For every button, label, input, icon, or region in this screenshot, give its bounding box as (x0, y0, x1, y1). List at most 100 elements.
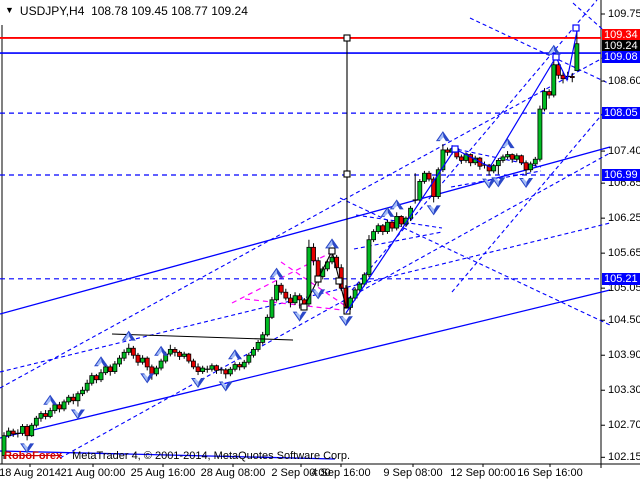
trendline-handle[interactable] (343, 170, 351, 178)
fractal-down-icon (20, 443, 35, 454)
bullish-candle (528, 163, 534, 171)
bullish-candle (181, 353, 187, 357)
bearish-candle (486, 164, 492, 172)
blue-dashed-trendline (59, 152, 611, 459)
price-tick-label: 109.75 (608, 7, 640, 20)
zigzag-handle[interactable] (552, 53, 560, 61)
bullish-candle (366, 239, 372, 276)
trendline-handle[interactable] (335, 277, 343, 285)
bearish-candle (237, 364, 243, 368)
trendline-handle[interactable] (300, 303, 308, 311)
blue-dashed-trendline (572, 2, 611, 37)
bullish-candle (422, 172, 427, 182)
bullish-candle (52, 404, 58, 412)
bullish-candle (375, 225, 381, 232)
bearish-candle (24, 425, 30, 437)
bullish-candle (98, 372, 104, 381)
fractal-up-icon (500, 138, 515, 149)
bullish-candle (514, 155, 520, 160)
level-price-label: 105.21 (602, 273, 640, 285)
bullish-candle (361, 274, 367, 285)
bearish-candle (426, 172, 432, 180)
zigzag-line (345, 30, 578, 314)
bearish-candle (43, 413, 48, 417)
magenta-dashed-trendline (231, 249, 337, 304)
fractal-down-icon (140, 373, 155, 384)
bearish-candle (10, 430, 16, 435)
zigzag-handle[interactable] (451, 145, 459, 153)
price-tick-label: 107.40 (608, 145, 640, 158)
bullish-candle (269, 299, 275, 318)
fractal-down-icon (311, 289, 326, 300)
bullish-candle (154, 367, 159, 375)
fractal-down-icon (338, 316, 353, 327)
bearish-candle (94, 375, 99, 381)
bearish-candle (223, 369, 229, 375)
trendline-handle[interactable] (328, 247, 336, 255)
bullish-candle (574, 43, 580, 71)
bearish-candle (389, 221, 395, 229)
fractal-down-icon (218, 381, 233, 392)
bearish-candle (70, 396, 76, 402)
bearish-candle (186, 353, 192, 362)
bullish-candle (232, 364, 238, 370)
fractal-down-icon (482, 178, 497, 189)
bearish-candle (191, 360, 196, 368)
bullish-candle (89, 375, 95, 384)
bearish-candle (311, 246, 316, 262)
fractal-up-icon (435, 131, 450, 142)
bullish-candle (505, 154, 510, 158)
chart-dropdown-icon[interactable]: ▼ (5, 5, 14, 15)
bullish-candle (1, 435, 7, 456)
bearish-candle (57, 404, 62, 410)
bullish-candle (491, 165, 497, 172)
bullish-candle (47, 410, 53, 417)
fractal-up-icon (380, 206, 395, 217)
price-tick-label: 105.05 (608, 282, 640, 295)
bearish-candle (523, 162, 529, 171)
fractal-down-icon (292, 311, 307, 322)
bullish-candle (306, 246, 312, 305)
bearish-candle (130, 347, 136, 356)
fractal-up-icon (269, 267, 284, 278)
bullish-candle (167, 348, 173, 355)
zigzag-handle[interactable] (572, 24, 580, 32)
bullish-candle (126, 347, 132, 353)
bullish-candle (112, 363, 118, 372)
fractal-up-icon (154, 345, 169, 356)
chart-symbol-period: USDJPY,H4 (19, 4, 85, 18)
bullish-candle (75, 393, 81, 402)
bullish-candle (246, 354, 252, 363)
blue-trendline (0, 450, 336, 460)
trendline-handle[interactable] (343, 34, 351, 42)
price-tick-label: 103.30 (608, 384, 640, 397)
bearish-candle (431, 178, 437, 197)
blue-trendline (0, 146, 611, 315)
bullish-candle (29, 424, 35, 437)
platform-copyright: MetaTrader 4, © 2001-2014, MetaQuotes So… (72, 450, 351, 462)
time-tick-label: 9 Sep 08:00 (383, 467, 443, 479)
bearish-candle (297, 295, 303, 301)
bearish-candle (107, 366, 113, 372)
level-price-label: 109.08 (602, 51, 640, 63)
magenta-dashed-trendline (280, 261, 351, 310)
blue-dashed-trendline (0, 222, 611, 373)
bearish-candle (214, 365, 219, 371)
fractal-down-icon (519, 177, 534, 188)
bullish-candle (274, 284, 279, 301)
bullish-candle (200, 367, 206, 372)
bullish-candle (537, 108, 543, 160)
bearish-candle (172, 348, 178, 353)
fractal-down-icon (191, 378, 206, 389)
bearish-candle (556, 64, 561, 76)
trendline-handle[interactable] (314, 275, 322, 283)
price-tick-label: 102.15 (608, 451, 640, 464)
bullish-candle (33, 417, 39, 426)
bullish-candle (385, 221, 390, 232)
time-tick-label: 16 Sep 16:00 (517, 467, 583, 479)
bullish-candle (403, 217, 409, 225)
bullish-candle (551, 64, 557, 96)
black-trendline (111, 333, 294, 341)
